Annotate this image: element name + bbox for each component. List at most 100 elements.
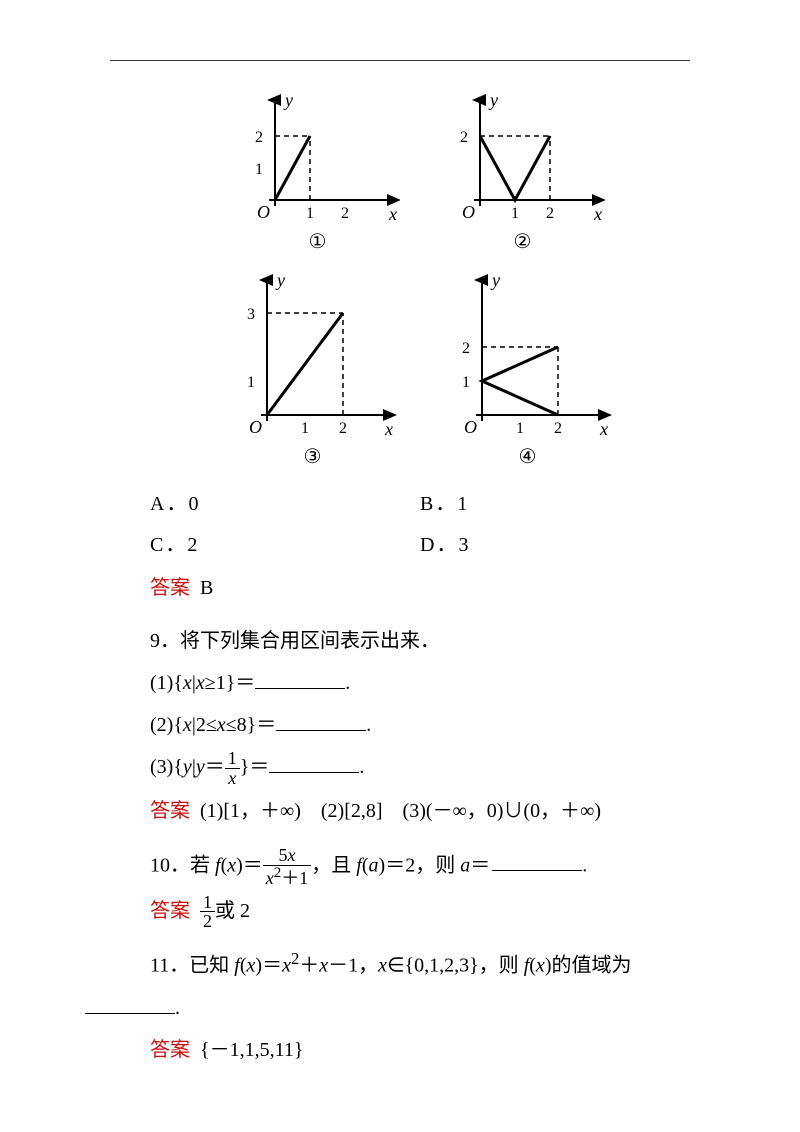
answer-q11: 答案 {－1,1,5,11} [150, 1031, 690, 1069]
q9-blank-2 [276, 710, 366, 731]
answer-q11-value: {－1,1,5,11} [200, 1039, 303, 1061]
top-rule [110, 60, 690, 61]
q11-set: ∈{0,1,2,3}，则 [387, 955, 524, 977]
q10-x: x [227, 854, 236, 876]
svg-text:1: 1 [306, 205, 314, 222]
q10-frac-den-tail: ＋1 [281, 868, 308, 888]
q11-tail: 的值域为 [551, 955, 631, 977]
svg-text:y: y [275, 270, 285, 290]
q9-frac: 1x [225, 749, 240, 788]
q9-p1-period: . [345, 672, 350, 694]
chart-row-1: yxO1212 ① yxO212 ② [150, 90, 690, 254]
chart-block-4: yxO1212 ④ [440, 270, 615, 469]
svg-text:y: y [283, 90, 293, 110]
q9-frac-num: 1 [225, 749, 240, 769]
q11-lp2: ( [529, 955, 536, 977]
q10-eq: ＝ [243, 854, 263, 876]
svg-text:2: 2 [462, 340, 470, 357]
svg-text:O: O [462, 202, 475, 222]
q9-p3-y1: y [183, 756, 192, 778]
svg-text:3: 3 [247, 306, 255, 323]
q11-x5: x [536, 955, 545, 977]
q11-x2: x [282, 955, 291, 977]
content-area: yxO1212 ① yxO212 ② yxO1312 ③ yxO1212 ④ A… [150, 90, 690, 1073]
answer-label-2: 答案 [150, 800, 190, 822]
chart-1-label: ① [235, 229, 400, 254]
q10: 10．若 f(x)＝5xx2＋1，且 f(a)＝2，则 a＝. [150, 846, 690, 888]
q11-x3: x [319, 955, 328, 977]
q9-p2-period: . [366, 714, 371, 736]
option-A-letter: A． [150, 493, 188, 515]
q9-blank-1 [255, 668, 345, 689]
q9-p1-a: (1){ [150, 672, 183, 694]
options-grid: A．0 B．1 C．2 D．3 [150, 487, 690, 557]
q11-blank [85, 993, 175, 1014]
option-D: D．3 [420, 528, 690, 557]
svg-text:x: x [593, 204, 602, 224]
q11-m1: －1， [328, 955, 378, 977]
svg-text:2: 2 [460, 129, 468, 146]
svg-text:1: 1 [516, 420, 524, 437]
q9-p1-c: ≥1}＝ [205, 672, 256, 694]
option-C-value: 2 [187, 534, 197, 556]
q9-p2-x2: x [217, 714, 226, 736]
q10-rp: ) [236, 854, 243, 876]
answer-q9: 答案 (1)[1，＋∞) (2)[2,8] (3)(－∞，0)∪(0，＋∞) [150, 792, 690, 830]
chart-block-2: yxO212 ② [440, 90, 605, 254]
svg-text:2: 2 [339, 420, 347, 437]
svg-text:1: 1 [301, 420, 309, 437]
q10-ans-frac-num: 1 [200, 893, 215, 913]
option-B-value: 1 [457, 493, 467, 515]
option-B-letter: B． [420, 493, 457, 515]
svg-text:2: 2 [255, 129, 263, 146]
q9-p1-x2: x [196, 672, 205, 694]
page: yxO1212 ① yxO212 ② yxO1312 ③ yxO1212 ④ A… [0, 0, 800, 1132]
q9-p3-y2: y [196, 756, 205, 778]
chart-1-svg: yxO1212 [235, 90, 400, 225]
q10-prefix: 10．若 [150, 854, 215, 876]
option-D-value: 3 [458, 534, 468, 556]
q11-x4: x [378, 955, 387, 977]
q9-stem: 9．将下列集合用区间表示出来． [150, 622, 690, 660]
q9-p3-period: . [359, 756, 364, 778]
answer-q8: 答案 B [150, 571, 690, 600]
q10-eq2: ＝2，则 [385, 854, 460, 876]
chart-2-svg: yxO212 [440, 90, 605, 225]
q10-frac-den: x2＋1 [263, 866, 312, 888]
option-B: B．1 [420, 487, 690, 516]
q10-frac-num-5: 5 [279, 845, 288, 865]
q11-prefix: 11．已知 [150, 955, 234, 977]
answer-q9-value: (1)[1，＋∞) (2)[2,8] (3)(－∞，0)∪(0，＋∞) [200, 800, 601, 822]
q9-p2-x1: x [183, 714, 192, 736]
svg-text:1: 1 [247, 374, 255, 391]
q9-part1: (1){x|x≥1}＝. [150, 664, 690, 702]
option-C: C．2 [150, 528, 420, 557]
chart-3-svg: yxO1312 [225, 270, 400, 440]
q9-p2-b: |2≤ [192, 714, 217, 736]
svg-text:2: 2 [341, 205, 349, 222]
answer-label-4: 答案 [150, 1039, 190, 1061]
q9-p3-c: ＝ [205, 756, 225, 778]
svg-text:2: 2 [554, 420, 562, 437]
q10-frac-den-x: x [266, 868, 274, 888]
q11-eq: ＝ [262, 955, 282, 977]
svg-text:y: y [488, 90, 498, 110]
svg-text:2: 2 [546, 205, 554, 222]
q10-blank [492, 850, 582, 871]
q10-mid: ，且 [311, 854, 356, 876]
q10-frac: 5xx2＋1 [263, 846, 312, 888]
chart-row-2: yxO1312 ③ yxO1212 ④ [150, 270, 690, 469]
svg-text:x: x [599, 419, 608, 439]
chart-block-3: yxO1312 ③ [225, 270, 400, 469]
q9-part3: (3){y|y＝1x}＝. [150, 748, 690, 788]
q9-p2-c: ≤8}＝ [226, 714, 277, 736]
q9-p2-a: (2){ [150, 714, 183, 736]
q11-period: . [175, 997, 180, 1019]
chart-4-label: ④ [440, 444, 615, 469]
q9-frac-den: x [225, 769, 240, 788]
svg-text:1: 1 [462, 374, 470, 391]
q10-ans-frac: 12 [200, 893, 215, 932]
q11-lp: ( [240, 955, 247, 977]
answer-label-3: 答案 [150, 900, 190, 922]
option-D-letter: D． [420, 534, 458, 556]
